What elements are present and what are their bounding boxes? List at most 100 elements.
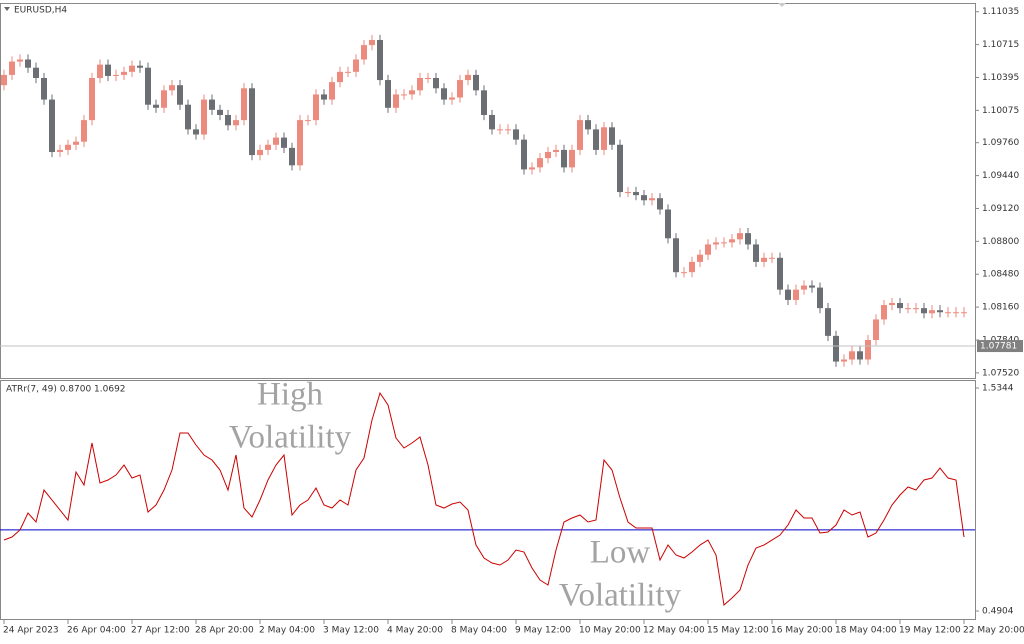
- candle-body: [257, 149, 263, 156]
- candle-body: [777, 257, 783, 290]
- x-tick-label: 22 May 20:00: [963, 626, 1024, 636]
- candle-body: [945, 312, 951, 314]
- candle-body: [73, 141, 79, 145]
- candle-body: [761, 257, 767, 262]
- candle-body: [657, 198, 663, 210]
- candle-body: [89, 78, 95, 121]
- candle-body: [801, 285, 807, 290]
- candle-body: [385, 80, 391, 108]
- candle-body: [121, 71, 127, 75]
- candle-body: [25, 59, 31, 68]
- candle-body: [881, 305, 887, 320]
- candle-body: [225, 114, 231, 126]
- y-tick-label: 1.08480: [982, 270, 1019, 280]
- candle-body: [489, 114, 495, 130]
- candle-body: [617, 144, 623, 193]
- candle-body: [241, 88, 247, 121]
- y-tick-label: 1.09760: [982, 138, 1019, 148]
- candle-body: [729, 239, 735, 243]
- candle-body: [401, 94, 407, 96]
- candle-body: [313, 94, 319, 121]
- candle-body: [929, 310, 935, 314]
- y-tick-label: 1.09440: [982, 171, 1019, 181]
- candle-body: [721, 242, 727, 244]
- candle-body: [545, 151, 551, 159]
- candle-body: [1, 74, 7, 86]
- candle-body: [449, 97, 455, 100]
- y-tick-label: 1.10715: [982, 40, 1019, 50]
- candle-body: [145, 67, 151, 105]
- candle-body: [633, 192, 639, 196]
- candle-body: [505, 129, 511, 131]
- candle-body: [833, 335, 839, 362]
- candle-body: [577, 120, 583, 150]
- candle-body: [169, 85, 175, 91]
- x-tick-label: 3 May 12:00: [323, 626, 379, 636]
- candle-body: [361, 45, 367, 60]
- candle-body: [793, 289, 799, 300]
- candle-body: [809, 285, 815, 288]
- candle-body: [737, 233, 743, 240]
- x-tick-label: 18 May 04:00: [835, 626, 897, 636]
- candle-body: [641, 195, 647, 201]
- candle-body: [409, 90, 415, 95]
- candle-body: [601, 127, 607, 150]
- candle-body: [713, 242, 719, 245]
- candle-body: [561, 149, 567, 168]
- y-tick-label: 1.08800: [982, 237, 1019, 247]
- menu-icon[interactable]: [4, 7, 10, 11]
- candle-body: [889, 303, 895, 306]
- candle-body: [57, 149, 63, 152]
- candle-body: [841, 359, 847, 362]
- x-tick-label: 9 May 12:00: [515, 626, 571, 636]
- indicator-title: ATRr(7, 49) 0.8700 1.0692: [6, 385, 126, 395]
- candle-body: [289, 147, 295, 166]
- annotation: Low: [590, 535, 651, 571]
- candle-body: [281, 137, 287, 148]
- candle-body: [537, 158, 543, 168]
- candle-body: [593, 129, 599, 150]
- candle-body: [529, 167, 535, 170]
- indicator-panel: [0, 380, 976, 620]
- candle-body: [49, 99, 55, 152]
- x-tick-label: 2 May 04:00: [259, 626, 315, 636]
- candle-body: [337, 71, 343, 83]
- candle-body: [265, 144, 271, 150]
- candle-body: [825, 308, 831, 336]
- candle-body: [297, 120, 303, 166]
- shift-marker: [778, 3, 786, 7]
- candle-body: [177, 85, 183, 105]
- candle-body: [41, 78, 47, 100]
- annotation: High: [257, 377, 324, 413]
- candle-body: [769, 257, 775, 259]
- candle-body: [137, 65, 143, 68]
- x-tick-label: 26 Apr 04:00: [67, 626, 126, 636]
- y-tick-label: 1.07520: [982, 368, 1019, 378]
- candle-body: [273, 137, 279, 145]
- candle-body: [817, 287, 823, 309]
- candle-body: [153, 104, 159, 108]
- candle-body: [625, 192, 631, 194]
- y-tick-label: 1.10075: [982, 106, 1019, 116]
- candle-body: [681, 272, 687, 274]
- candle-body: [329, 82, 335, 100]
- current-price-label: 1.07781: [980, 342, 1017, 352]
- y-tick-label: 1.11035: [982, 7, 1019, 17]
- candle-body: [585, 120, 591, 130]
- indicator-line: [3, 391, 965, 606]
- candle-body: [665, 209, 671, 239]
- candle-body: [369, 39, 375, 46]
- candle-body: [521, 139, 527, 170]
- candle-body: [465, 74, 471, 81]
- candle-body: [9, 61, 15, 75]
- candle-body: [193, 129, 199, 135]
- y-tick-label: 1.5344: [982, 384, 1014, 394]
- candle-body: [113, 74, 119, 76]
- candle-body: [345, 71, 351, 73]
- candle-body: [105, 64, 111, 76]
- candle-body: [953, 312, 959, 314]
- candle-body: [569, 149, 575, 168]
- candle-body: [913, 308, 919, 310]
- annotation: Volatility: [229, 420, 352, 456]
